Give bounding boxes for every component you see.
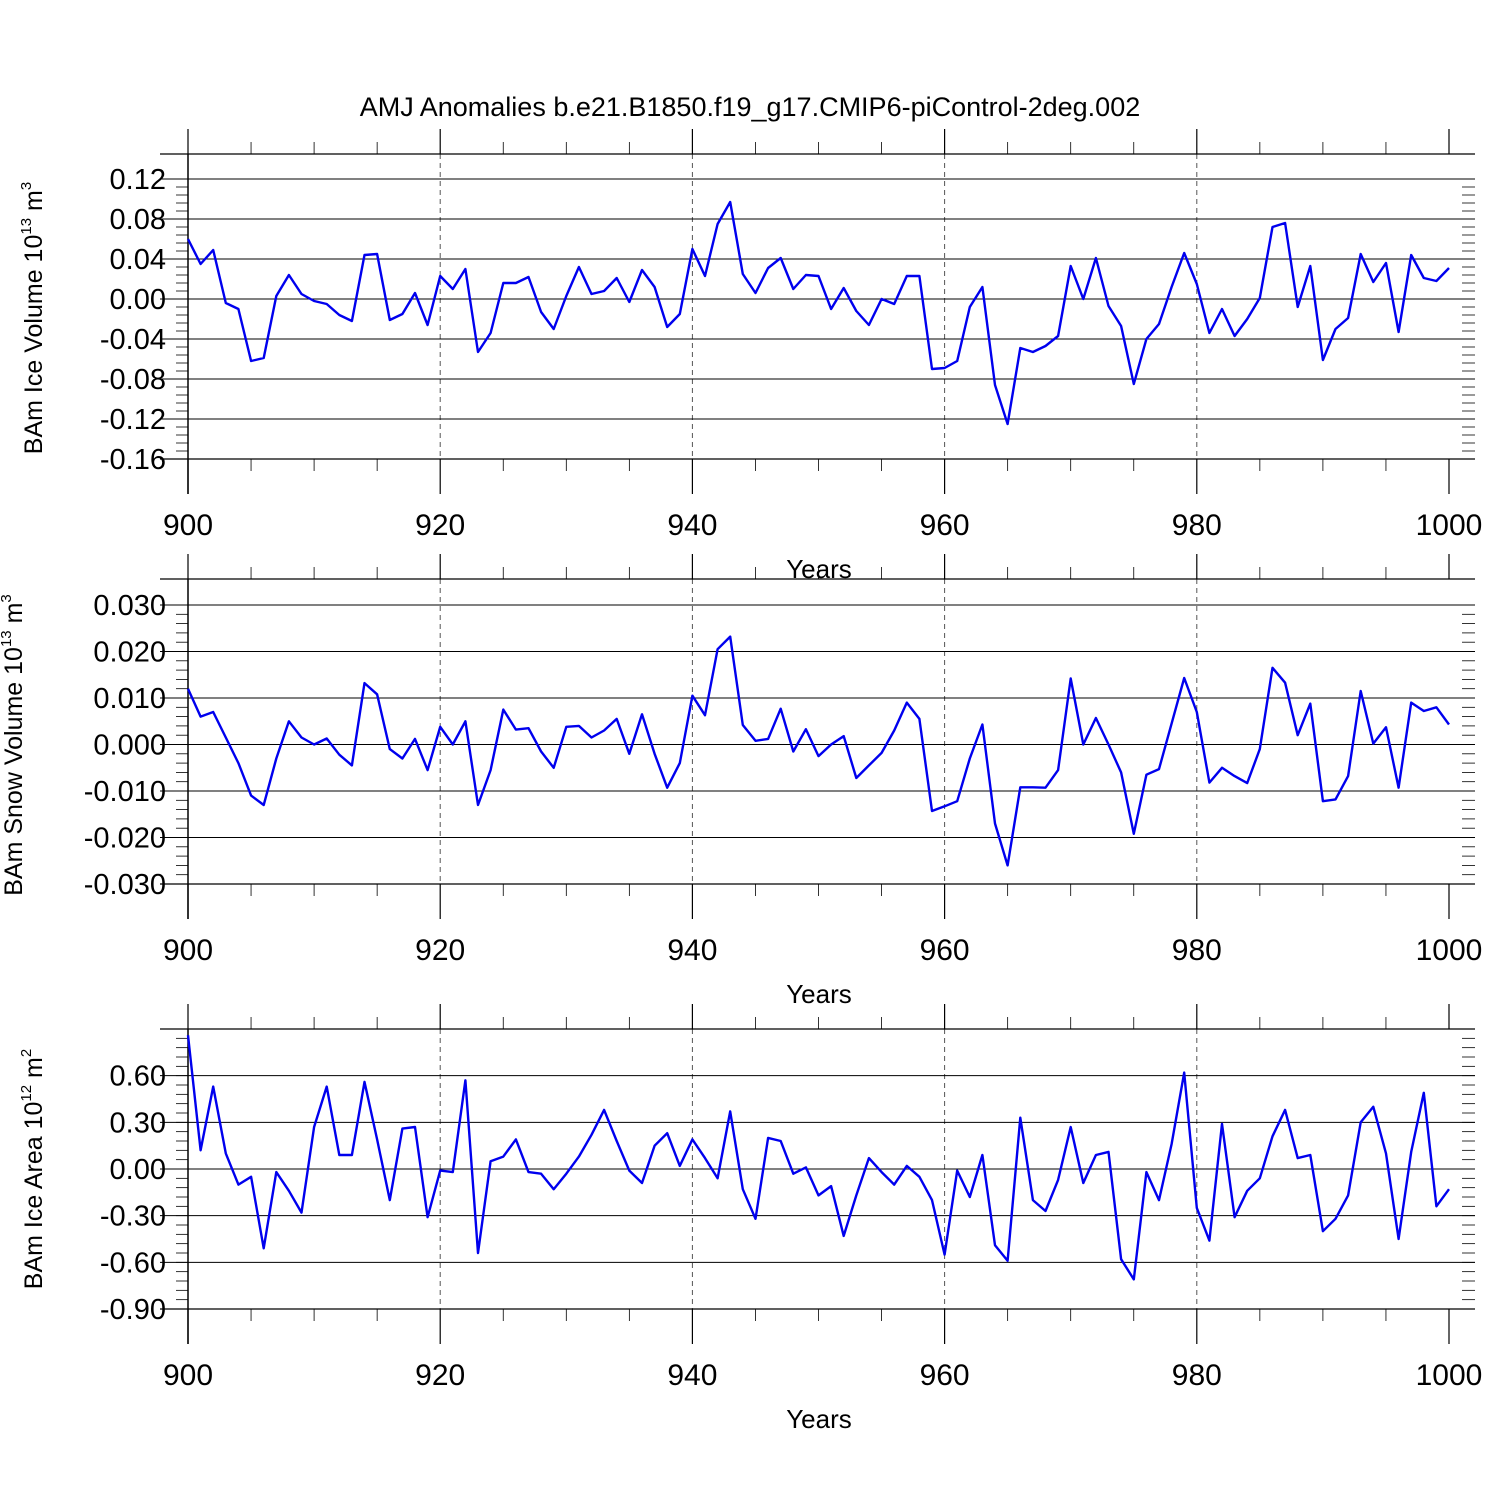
ice-area-panel: 0.60 0.30 0.00 -0.30 -0.60 -0.90 900 920 940 960 9… xyxy=(18,1004,1482,1434)
y-axis-label: BAm Ice Volume 1013 m3 xyxy=(18,182,48,454)
y-axis-label: BAm Snow Volume 1013 m3 xyxy=(0,594,28,896)
y-tick-label: 0.030 xyxy=(93,590,166,622)
x-tick-label: 900 xyxy=(163,509,213,542)
x-axis-label: Years xyxy=(786,979,852,1009)
y-tick-label: 0.000 xyxy=(93,730,166,762)
x-tick-label: 960 xyxy=(920,509,970,542)
y-axis-label-ylabel-unit-exp: 3 xyxy=(0,594,15,602)
y-tick-label: -0.16 xyxy=(100,444,166,476)
y-axis-label-ylabel-unit-exp: 3 xyxy=(18,182,35,190)
chart-title: AMJ Anomalies b.e21.B1850.f19_g17.CMIP6-… xyxy=(360,92,1140,122)
x-tick-label: 980 xyxy=(1172,1359,1222,1392)
series-line xyxy=(186,200,1450,426)
x-tick-label: 980 xyxy=(1172,934,1222,967)
y-tick-label: -0.30 xyxy=(100,1201,166,1233)
x-tick-label: 900 xyxy=(163,1359,213,1392)
y-axis-label: BAm Ice Area 1012 m2 xyxy=(18,1049,48,1289)
y-axis-label-ylabel-exp: 13 xyxy=(0,630,15,647)
x-tick-label: 940 xyxy=(667,1359,717,1392)
series-line xyxy=(186,1035,1450,1281)
y-tick-label: -0.60 xyxy=(100,1247,166,1279)
y-tick-label: 0.010 xyxy=(93,683,166,715)
x-tick-label: 1000 xyxy=(1416,1359,1483,1392)
y-axis-label-ylabel-base: BAm Snow Volume 10 xyxy=(0,647,28,896)
snow-volume-panel: 0.030 0.020 0.010 0.000 -0.010 -0.020 -0.030 90… xyxy=(0,554,1482,1009)
x-tick-label: 920 xyxy=(415,509,465,542)
y-tick-label: 0.04 xyxy=(110,244,166,276)
y-axis-label-ylabel-unit: m xyxy=(0,603,28,631)
x-tick-label: 900 xyxy=(163,934,213,967)
y-tick-label: 0.020 xyxy=(93,637,166,669)
y-tick-label: -0.020 xyxy=(84,823,166,855)
x-tick-label: 940 xyxy=(667,934,717,967)
x-tick-label: 920 xyxy=(415,1359,465,1392)
y-tick-label: 0.12 xyxy=(110,164,166,196)
y-axis-label-ylabel-unit-exp: 2 xyxy=(18,1049,35,1057)
x-tick-label: 960 xyxy=(920,1359,970,1392)
x-tick-label: 940 xyxy=(667,509,717,542)
y-axis-label-ylabel-exp: 12 xyxy=(18,1085,35,1102)
y-tick-label: 0.08 xyxy=(110,204,166,236)
y-tick-label: 0.60 xyxy=(110,1061,166,1093)
y-axis-label-ylabel-exp: 13 xyxy=(18,218,35,235)
y-axis-label-ylabel-unit: m xyxy=(20,1057,48,1085)
y-tick-label: -0.030 xyxy=(84,869,166,901)
y-axis-label-ylabel-base: BAm Ice Area 10 xyxy=(20,1102,48,1290)
x-tick-label: 960 xyxy=(920,934,970,967)
x-tick-label: 1000 xyxy=(1416,934,1483,967)
series-line xyxy=(186,635,1450,867)
x-tick-label: 920 xyxy=(415,934,465,967)
y-axis-label-ylabel-base: BAm Ice Volume 10 xyxy=(20,235,48,455)
y-tick-label: -0.04 xyxy=(100,324,166,356)
ice-volume-panel: 0.12 0.08 0.04 0.00 -0.04 -0.08 -0.12 -0.16 900 9… xyxy=(18,129,1482,584)
x-axis-label: Years xyxy=(786,1404,852,1434)
y-tick-label: 0.00 xyxy=(110,1154,166,1186)
x-tick-label: 1000 xyxy=(1416,509,1483,542)
y-tick-label: -0.08 xyxy=(100,364,166,396)
y-tick-label: -0.010 xyxy=(84,776,166,808)
y-tick-label: -0.12 xyxy=(100,404,166,436)
y-axis-label-ylabel-unit: m xyxy=(20,190,48,218)
y-tick-label: -0.90 xyxy=(100,1294,166,1326)
y-tick-label: 0.00 xyxy=(110,284,166,316)
y-tick-label: 0.30 xyxy=(110,1107,166,1139)
x-tick-label: 980 xyxy=(1172,509,1222,542)
